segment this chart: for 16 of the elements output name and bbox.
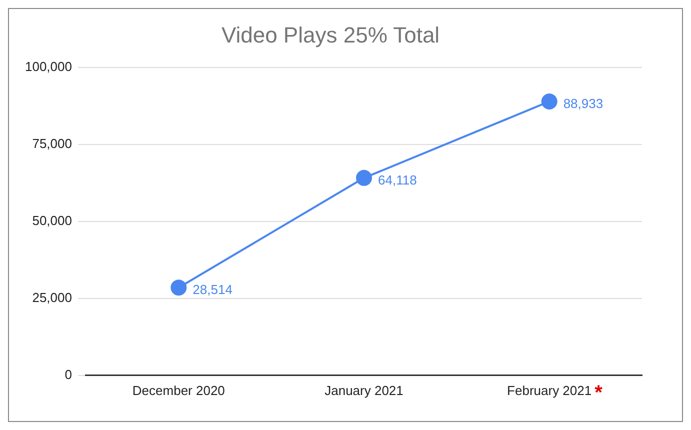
chart-title: Video Plays 25% Total xyxy=(221,22,440,48)
y-tick-label: 100,000 xyxy=(24,58,72,74)
y-tick-label: 50,000 xyxy=(32,212,72,228)
x-tick-label: February 2021 xyxy=(507,382,592,398)
y-tick-label: 25,000 xyxy=(32,290,72,305)
x-tick-label: January 2021 xyxy=(324,382,404,398)
data-label: 64,118 xyxy=(378,172,417,188)
y-tick-label: 0 xyxy=(64,366,72,382)
point xyxy=(356,170,372,186)
y-tick-label: 75,000 xyxy=(32,136,72,151)
data-label: 28,514 xyxy=(192,282,232,298)
point xyxy=(541,93,558,110)
data-label: 88,933 xyxy=(563,96,604,112)
text: * xyxy=(594,382,603,404)
x-tick-label: December 2020 xyxy=(132,382,225,398)
point xyxy=(170,280,187,296)
